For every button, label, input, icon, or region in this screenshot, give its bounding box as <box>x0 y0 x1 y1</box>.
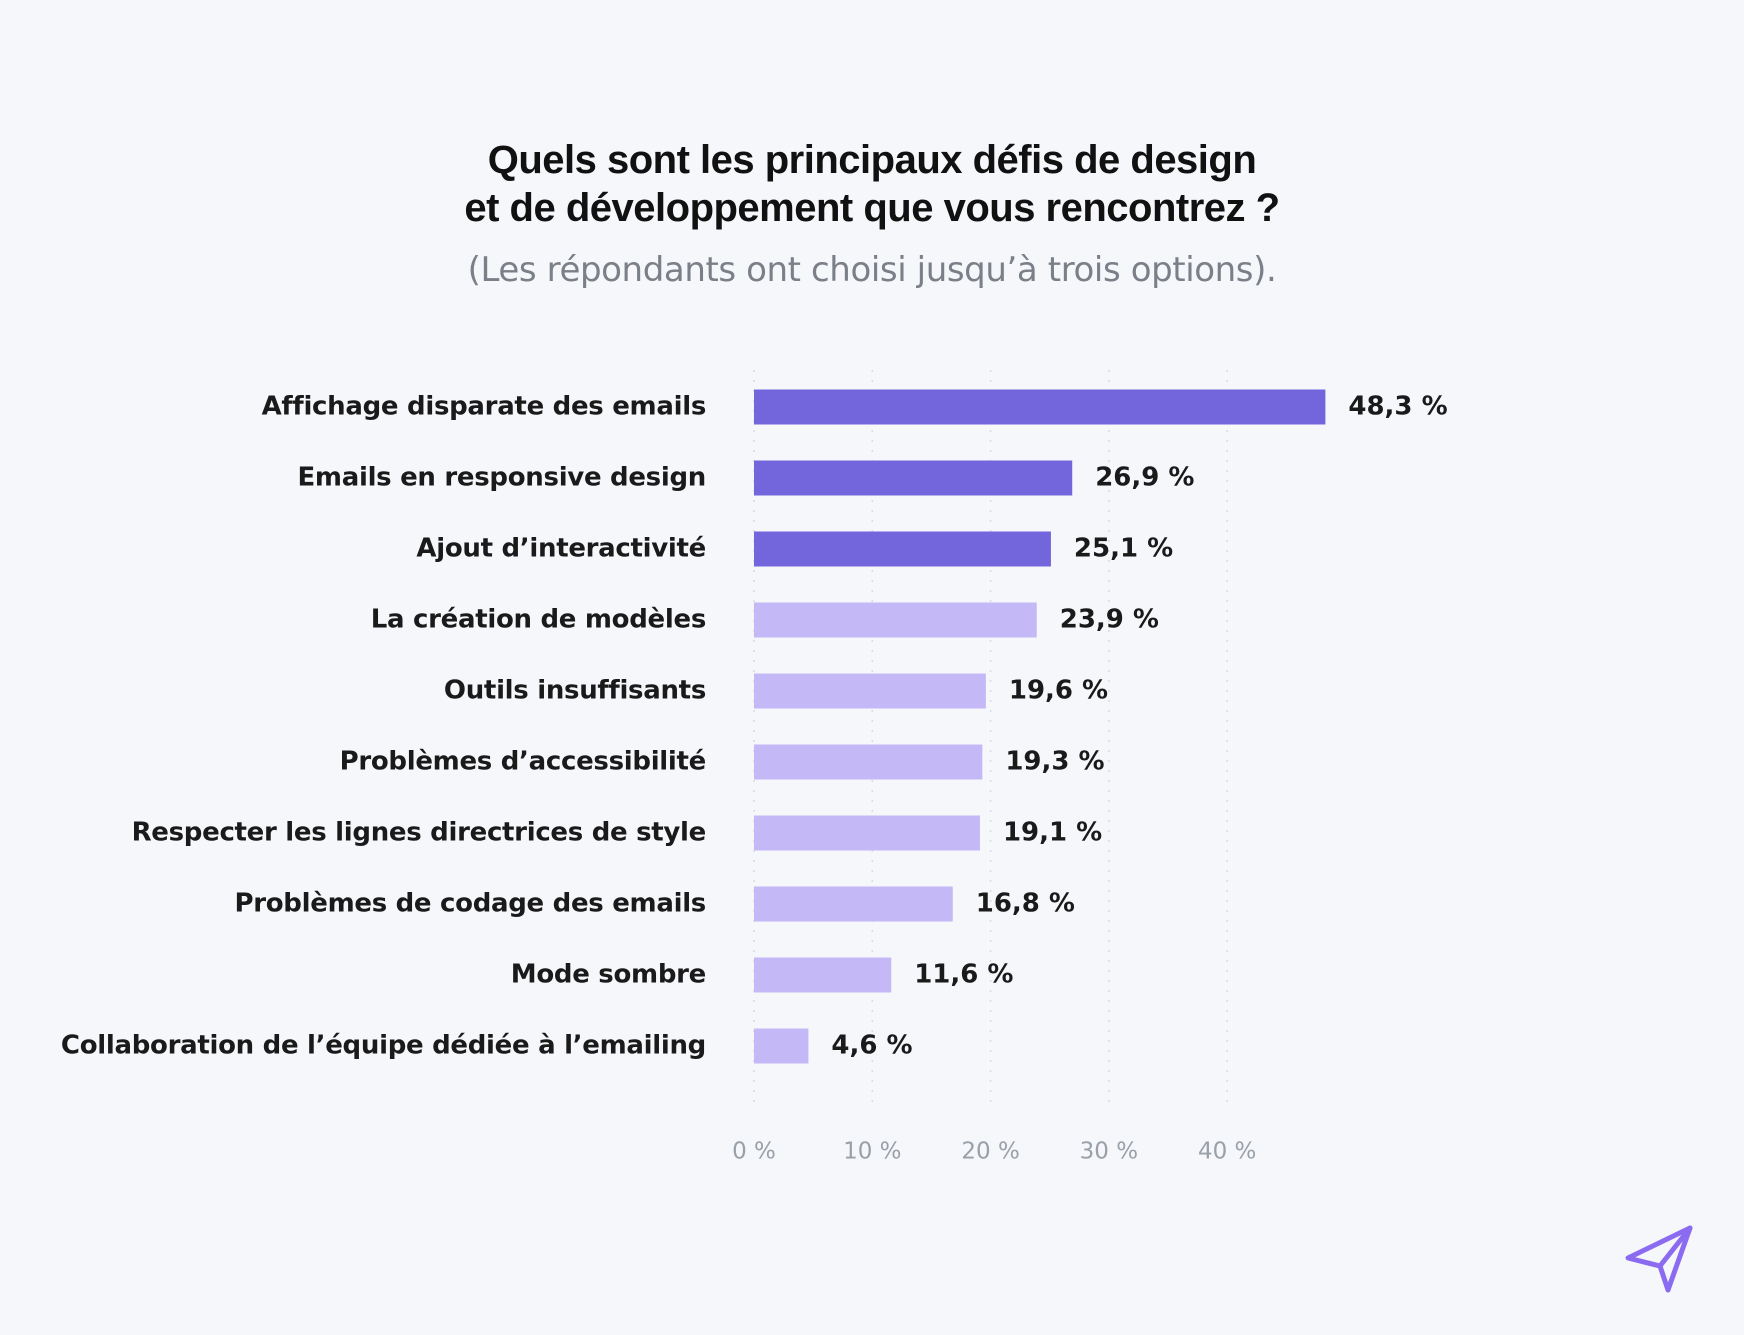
category-label: La création de modèles <box>371 605 706 635</box>
bar <box>754 602 1037 638</box>
value-label: 19,6 % <box>1009 676 1108 706</box>
bar <box>754 389 1326 425</box>
paper-plane-icon <box>1625 1225 1693 1293</box>
x-tick-label: 40 % <box>1198 1139 1256 1165</box>
bar <box>754 460 1073 496</box>
chart-title-line-1: Quels sont les principaux défis de desig… <box>487 138 1257 182</box>
bar <box>754 673 986 709</box>
x-tick-label: 20 % <box>961 1139 1019 1165</box>
value-label: 25,1 % <box>1074 534 1173 564</box>
category-label: Problèmes d’accessibilité <box>340 747 706 777</box>
bar <box>754 531 1051 567</box>
category-label: Collaboration de l’équipe dédiée à l’ema… <box>61 1031 706 1061</box>
category-labels: Affichage disparate des emails Emails en … <box>61 392 706 1061</box>
x-axis-ticks: 0 % 10 % 20 % 30 % 40 % <box>732 1139 1256 1165</box>
value-label: 19,1 % <box>1003 818 1102 848</box>
category-label: Respecter les lignes directrices de styl… <box>132 818 706 848</box>
bar <box>754 815 980 851</box>
x-tick-label: 0 % <box>732 1139 776 1165</box>
bars <box>754 389 1326 1064</box>
chart-title: Quels sont les principaux défis de desig… <box>0 136 1744 232</box>
category-label: Affichage disparate des emails <box>262 392 706 422</box>
value-label: 26,9 % <box>1095 463 1194 493</box>
value-label: 4,6 % <box>831 1031 912 1061</box>
value-label: 19,3 % <box>1005 747 1104 777</box>
x-tick-label: 30 % <box>1080 1139 1138 1165</box>
category-label: Emails en responsive design <box>297 463 706 493</box>
bar <box>754 957 892 993</box>
value-label: 11,6 % <box>914 960 1013 990</box>
value-label: 48,3 % <box>1348 392 1447 422</box>
bar <box>754 1028 809 1064</box>
chart-subtitle: (Les répondants ont choisi jusqu’à trois… <box>467 250 1277 290</box>
category-label: Problèmes de codage des emails <box>234 889 706 919</box>
value-label: 16,8 % <box>976 889 1075 919</box>
category-label: Mode sombre <box>511 960 706 990</box>
x-tick-label: 10 % <box>843 1139 901 1165</box>
category-label: Outils insuffisants <box>444 676 706 706</box>
value-label: 23,9 % <box>1060 605 1159 635</box>
chart-title-line-2: et de développement que vous rencontrez … <box>464 186 1280 230</box>
category-label: Ajout d’interactivité <box>416 534 706 564</box>
bar <box>754 886 953 922</box>
value-labels: 48,3 % 26,9 % 25,1 % 23,9 % 19,6 % 19,3 % 19,1… <box>831 392 1447 1061</box>
bar <box>754 744 983 780</box>
